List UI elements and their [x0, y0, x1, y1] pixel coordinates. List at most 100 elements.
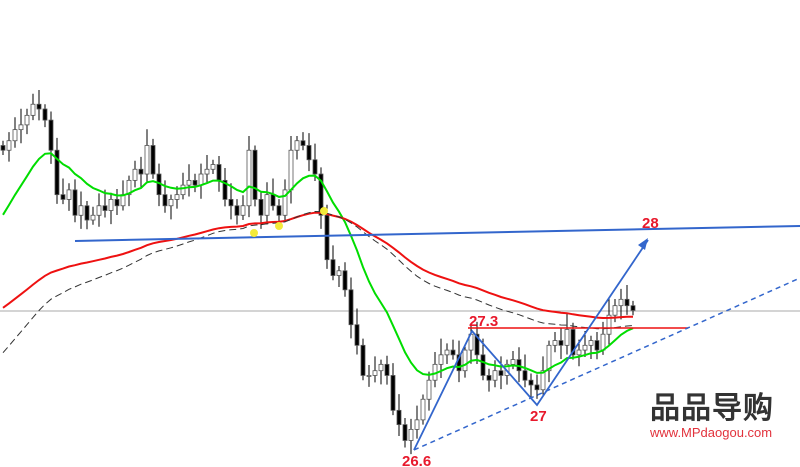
candle[interactable]: [528, 379, 534, 386]
candle[interactable]: [186, 179, 192, 186]
candle[interactable]: [18, 124, 24, 131]
candle[interactable]: [138, 168, 144, 175]
candle[interactable]: [204, 168, 210, 175]
candle[interactable]: [198, 173, 204, 186]
candle[interactable]: [324, 214, 330, 261]
candle[interactable]: [552, 340, 558, 346]
candle[interactable]: [42, 108, 48, 121]
candle[interactable]: [450, 349, 456, 356]
candle[interactable]: [390, 375, 396, 411]
candle[interactable]: [420, 398, 426, 421]
candle[interactable]: [444, 349, 450, 356]
candle[interactable]: [258, 199, 264, 216]
candle[interactable]: [624, 298, 630, 307]
candle[interactable]: [0, 145, 6, 151]
candle[interactable]: [396, 409, 402, 426]
candle[interactable]: [6, 140, 12, 151]
candle[interactable]: [270, 194, 276, 207]
candle[interactable]: [240, 205, 246, 216]
candle[interactable]: [408, 428, 414, 441]
candle[interactable]: [108, 199, 114, 211]
candle[interactable]: [582, 344, 588, 351]
candle[interactable]: [276, 205, 282, 216]
candle[interactable]: [180, 184, 186, 196]
candle[interactable]: [630, 305, 636, 311]
candle[interactable]: [546, 344, 552, 372]
candle[interactable]: [378, 363, 384, 372]
candle[interactable]: [336, 270, 342, 276]
candle[interactable]: [282, 189, 288, 216]
candle[interactable]: [438, 354, 444, 365]
candle[interactable]: [24, 114, 30, 126]
candle[interactable]: [402, 424, 408, 441]
candle[interactable]: [492, 370, 498, 381]
candle[interactable]: [414, 419, 420, 430]
candle[interactable]: [216, 164, 222, 181]
candle[interactable]: [576, 349, 582, 356]
candle[interactable]: [426, 379, 432, 400]
support-trendline[interactable]: [74, 225, 800, 242]
candle[interactable]: [366, 375, 372, 377]
candle[interactable]: [150, 145, 156, 175]
candle[interactable]: [114, 199, 120, 207]
candle[interactable]: [264, 194, 270, 216]
candle[interactable]: [60, 194, 66, 200]
candle[interactable]: [300, 140, 306, 146]
candle[interactable]: [144, 145, 150, 175]
candle[interactable]: [498, 370, 504, 376]
candle[interactable]: [132, 168, 138, 181]
candle[interactable]: [78, 205, 84, 216]
candle[interactable]: [48, 119, 54, 151]
candle[interactable]: [168, 199, 174, 207]
candle[interactable]: [84, 205, 90, 221]
candle[interactable]: [342, 270, 348, 291]
candle[interactable]: [372, 370, 378, 376]
candle[interactable]: [564, 329, 570, 346]
candle[interactable]: [594, 340, 600, 351]
candle[interactable]: [534, 384, 540, 391]
candle[interactable]: [486, 375, 492, 381]
candle[interactable]: [354, 324, 360, 346]
candle[interactable]: [474, 333, 480, 356]
candle[interactable]: [252, 149, 258, 200]
candle[interactable]: [318, 173, 324, 216]
candle[interactable]: [66, 189, 72, 200]
candle[interactable]: [162, 194, 168, 207]
candle[interactable]: [90, 214, 96, 221]
candle[interactable]: [102, 205, 108, 211]
candle[interactable]: [96, 205, 102, 216]
rising-dashed-trendline[interactable]: [413, 277, 800, 451]
candle[interactable]: [360, 344, 366, 376]
candle[interactable]: [192, 179, 198, 186]
candle[interactable]: [540, 370, 546, 391]
candle[interactable]: [294, 140, 300, 151]
candle[interactable]: [558, 340, 564, 346]
candle[interactable]: [384, 363, 390, 376]
candle[interactable]: [612, 305, 618, 316]
candle[interactable]: [210, 164, 216, 170]
candle[interactable]: [234, 205, 240, 216]
candle[interactable]: [174, 194, 180, 200]
candle[interactable]: [126, 179, 132, 196]
wave-zigzag[interactable]: [413, 239, 649, 451]
candle[interactable]: [606, 314, 612, 335]
candle[interactable]: [246, 149, 252, 207]
candle[interactable]: [588, 340, 594, 346]
candle[interactable]: [618, 298, 624, 307]
candle[interactable]: [36, 103, 42, 110]
candle[interactable]: [30, 103, 36, 116]
candle[interactable]: [570, 329, 576, 356]
candle[interactable]: [480, 354, 486, 376]
candle[interactable]: [72, 189, 78, 216]
candle[interactable]: [12, 129, 18, 142]
candle[interactable]: [510, 359, 516, 365]
candle[interactable]: [522, 370, 528, 381]
candle[interactable]: [228, 199, 234, 207]
candle[interactable]: [222, 179, 228, 200]
candle[interactable]: [54, 149, 60, 196]
candle[interactable]: [462, 349, 468, 372]
candle[interactable]: [312, 159, 318, 175]
candle[interactable]: [348, 289, 354, 326]
